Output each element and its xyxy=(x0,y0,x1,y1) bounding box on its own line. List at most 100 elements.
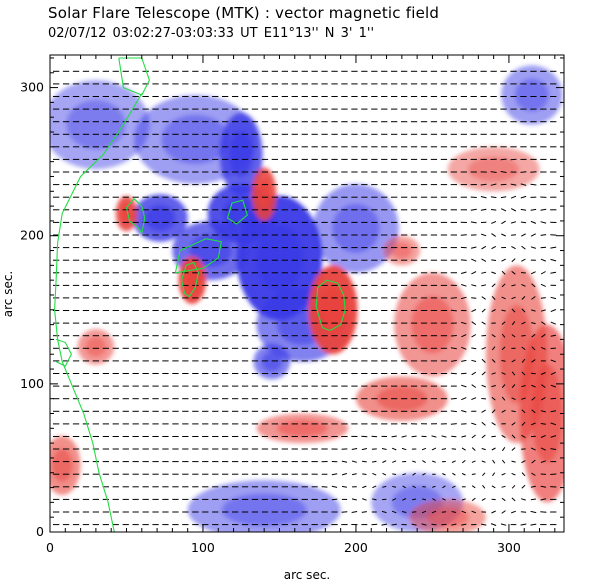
field-vector xyxy=(480,208,487,211)
field-vector xyxy=(471,460,476,463)
field-vector xyxy=(450,347,457,350)
field-vector xyxy=(520,523,527,526)
field-vector xyxy=(362,460,367,463)
field-vector xyxy=(520,208,527,211)
field-vector xyxy=(521,371,526,376)
positive-polarity-core-21 xyxy=(532,364,563,463)
field-vector xyxy=(392,485,397,488)
field-vector xyxy=(500,523,507,526)
positive-polarity-core-14 xyxy=(184,267,200,294)
field-vector xyxy=(490,196,497,199)
x-tick-label: 100 xyxy=(191,540,215,555)
field-vector xyxy=(482,472,486,477)
field-vector xyxy=(461,334,467,338)
field-vector xyxy=(471,297,477,299)
positive-polarity-core-25 xyxy=(85,337,106,357)
field-vector xyxy=(521,385,526,388)
field-vector xyxy=(530,271,536,275)
plot-area xyxy=(50,55,564,532)
contour-line-7 xyxy=(55,338,73,367)
field-vector xyxy=(501,447,506,452)
field-vector xyxy=(550,422,557,426)
field-vector xyxy=(531,422,536,426)
field-vector xyxy=(481,371,486,376)
field-vector xyxy=(521,358,526,363)
field-vector xyxy=(451,460,456,463)
field-vector xyxy=(491,372,496,375)
field-vector xyxy=(371,460,377,463)
field-vector xyxy=(481,233,487,237)
field-vector xyxy=(391,523,397,526)
field-vector xyxy=(501,409,506,413)
field-vector xyxy=(540,258,546,262)
y-tick-label: 100 xyxy=(20,376,44,391)
field-vector xyxy=(471,334,477,338)
field-vector xyxy=(341,485,347,488)
field-vector xyxy=(362,473,367,475)
field-vector xyxy=(351,498,357,501)
field-vector xyxy=(431,447,437,451)
y-tick-label: 200 xyxy=(20,228,44,243)
contour-line-6 xyxy=(54,93,143,532)
field-vector xyxy=(511,384,516,389)
negative-polarity-core-9 xyxy=(222,493,307,527)
field-vector xyxy=(372,472,377,476)
field-vector xyxy=(501,346,506,351)
field-vector xyxy=(521,321,526,325)
field-vector xyxy=(540,485,547,488)
field-vector xyxy=(471,497,476,502)
field-vector xyxy=(521,335,526,337)
field-vector xyxy=(530,183,537,186)
field-vector xyxy=(510,208,517,212)
field-vector xyxy=(481,321,486,325)
field-vector xyxy=(411,511,417,513)
axes: 0 100 200 300 0 100 200 300 xyxy=(20,55,564,555)
field-vector xyxy=(540,283,546,287)
field-vector xyxy=(550,309,556,313)
field-vector xyxy=(391,435,397,438)
field-vector xyxy=(460,259,467,261)
field-vector xyxy=(401,447,407,451)
field-vector xyxy=(492,472,496,477)
field-vector xyxy=(531,296,536,300)
contour-line-2 xyxy=(315,279,346,332)
field-vector xyxy=(461,397,467,401)
field-vector xyxy=(351,460,357,463)
field-vector xyxy=(412,485,416,489)
field-vector xyxy=(530,220,537,224)
field-vector xyxy=(482,484,486,489)
field-vector xyxy=(510,158,517,161)
field-vector xyxy=(501,333,506,338)
field-vector xyxy=(351,511,358,513)
field-vector xyxy=(401,435,407,438)
field-vector xyxy=(491,271,496,275)
field-vector xyxy=(520,171,527,173)
field-vector xyxy=(382,460,387,463)
field-vector xyxy=(412,498,417,501)
field-vector xyxy=(491,259,497,261)
field-vector xyxy=(501,485,506,488)
field-vector xyxy=(540,396,546,401)
field-vector xyxy=(511,460,516,463)
field-vector xyxy=(461,321,467,325)
field-vector xyxy=(471,473,476,475)
field-vector xyxy=(490,523,497,526)
field-vector xyxy=(531,472,536,476)
field-vector xyxy=(432,485,436,488)
field-vector xyxy=(450,297,457,299)
field-vector xyxy=(491,485,496,489)
field-vector xyxy=(520,195,527,199)
field-vector xyxy=(392,473,397,475)
field-vector xyxy=(471,384,477,388)
observation-info: 02/07/12 03:02:27-03:03:33 UT E11°13'' N… xyxy=(48,26,375,41)
negative-polarity-core-0 xyxy=(255,223,304,293)
field-vector xyxy=(521,296,526,300)
field-vector xyxy=(382,485,387,488)
field-vector xyxy=(550,371,556,376)
field-vector xyxy=(481,434,486,439)
field-vector xyxy=(550,435,557,438)
field-vector xyxy=(511,284,516,287)
field-vector xyxy=(540,511,547,513)
field-vector xyxy=(381,510,387,514)
field-vector xyxy=(540,447,546,451)
